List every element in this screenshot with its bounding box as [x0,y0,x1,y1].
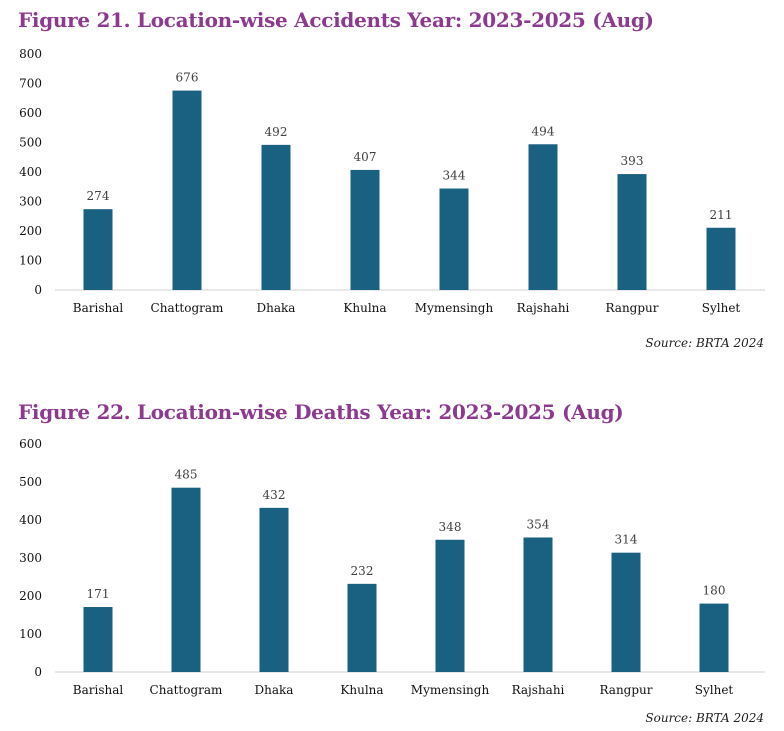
y-tick-label: 500 [19,136,42,150]
deaths-chart: 0 100 200 300 400 500 600 171 Barishal 485 Chattog… [19,437,765,697]
x-tick-label: Mymensingh [415,301,494,315]
chart-title-deaths: Figure 22. Location-wise Deaths Year: 20… [18,400,624,424]
y-tick-label: 600 [19,437,42,451]
data-label: 492 [265,125,288,139]
bar-rangpur [611,552,641,672]
bar-dhaka [259,507,289,672]
data-label: 432 [263,488,286,502]
data-label: 344 [443,169,466,183]
bar-barishal [83,209,113,290]
source-note-accidents: Source: BRTA 2024 [645,336,764,350]
bar-mymensingh [435,539,465,672]
source-note-deaths: Source: BRTA 2024 [645,711,764,725]
x-tick-label: Dhaka [255,683,294,697]
data-label: 274 [87,189,110,203]
bar-rangpur [617,174,647,290]
x-tick-label: Rajshahi [517,301,570,315]
y-tick-label: 200 [19,224,42,238]
y-tick-label: 300 [19,195,42,209]
data-label: 393 [621,154,644,168]
x-tick-label: Mymensingh [411,683,490,697]
x-tick-label: Sylhet [702,301,741,315]
data-label: 485 [175,468,198,482]
chart-title-accidents: Figure 21. Location-wise Accidents Year:… [18,8,654,32]
data-label: 407 [354,150,377,164]
y-tick-label: 400 [19,513,42,527]
x-tick-label: Barishal [73,683,124,697]
bar-mymensingh [439,188,469,290]
x-tick-label: Dhaka [257,301,296,315]
data-label: 180 [703,584,726,598]
x-tick-label: Rajshahi [512,683,565,697]
bar-sylhet [706,227,736,290]
x-tick-label: Barishal [73,301,124,315]
y-tick-label: 100 [19,627,42,641]
accidents-chart: 0 100 200 300 400 500 600 700 800 274 Barishal 676 C… [19,47,765,315]
bar-rajshahi [523,537,553,672]
bar-chattogram [171,487,201,672]
data-label: 211 [710,208,733,222]
y-tick-label: 400 [19,165,42,179]
data-label: 494 [532,124,555,138]
y-tick-label: 300 [19,551,42,565]
x-tick-label: Rangpur [599,683,652,697]
y-tick-label: 0 [34,283,42,297]
x-tick-label: Chattogram [150,683,224,697]
data-label: 171 [87,587,110,601]
x-tick-label: Khulna [340,683,383,697]
data-label: 348 [439,520,462,534]
y-tick-label: 800 [19,47,42,61]
y-tick-label: 500 [19,475,42,489]
y-tick-label: 700 [19,77,42,91]
data-label: 314 [615,533,638,547]
x-tick-label: Khulna [343,301,386,315]
data-label: 354 [527,517,550,531]
bar-rajshahi [528,144,558,290]
bar-dhaka [261,144,291,290]
data-label: 232 [351,564,374,578]
bar-khulna [347,583,377,672]
x-tick-label: Sylhet [695,683,734,697]
bar-chattogram [172,90,202,290]
y-tick-label: 0 [34,665,42,679]
bar-sylhet [699,603,729,672]
y-tick-label: 100 [19,254,42,268]
x-tick-label: Rangpur [605,301,658,315]
x-tick-label: Chattogram [151,301,225,315]
data-label: 676 [176,71,199,85]
y-tick-label: 600 [19,106,42,120]
bar-barishal [83,607,113,672]
y-tick-label: 200 [19,589,42,603]
bar-khulna [350,169,380,290]
